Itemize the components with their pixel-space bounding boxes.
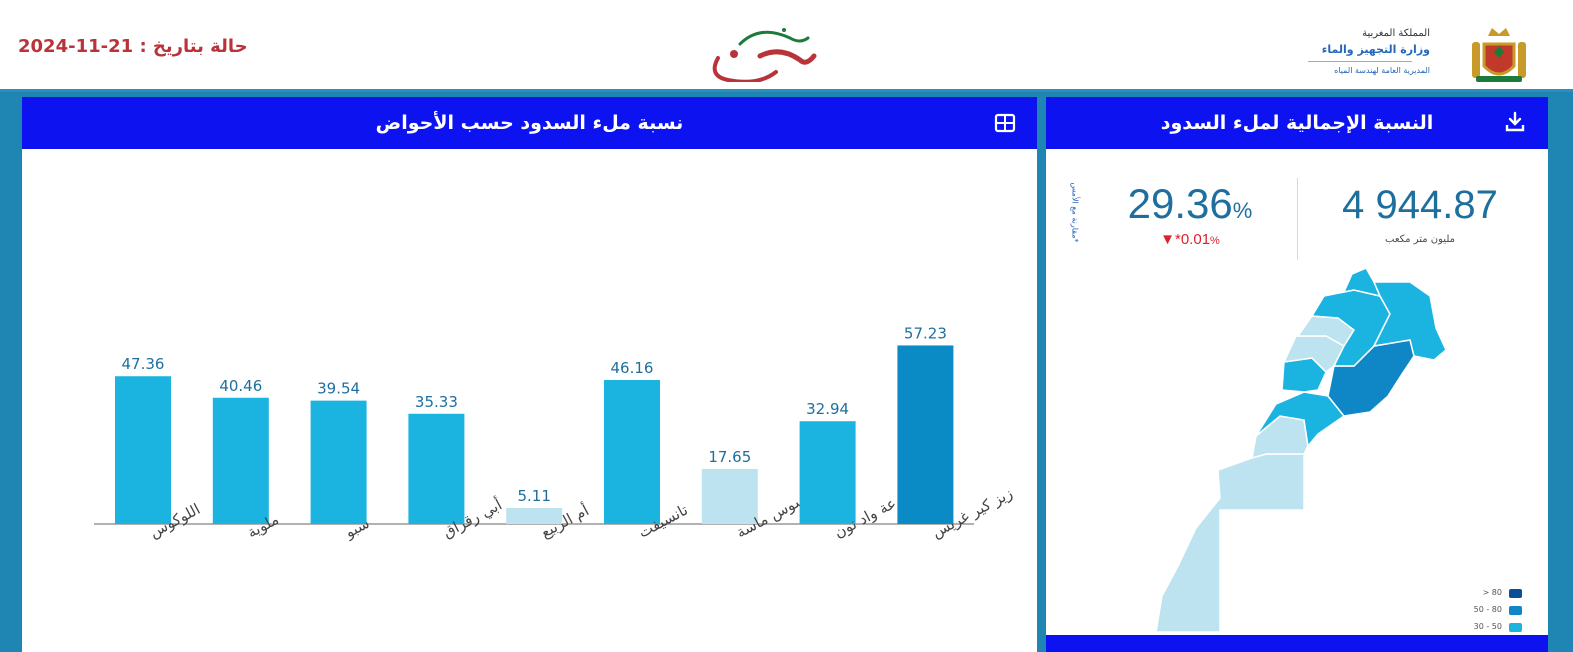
- map-region-souss: [1251, 415, 1309, 460]
- legend-label: 30 - 50: [1473, 622, 1502, 631]
- next-panel-header: [1046, 635, 1548, 652]
- bar-3[interactable]: [408, 413, 465, 524]
- category-label-4: أم الربيع: [537, 500, 592, 541]
- bar-4[interactable]: [506, 508, 563, 524]
- overall-fill-panel-header: النسبة الإجمالية لملء السدود: [1046, 97, 1548, 149]
- legend-row-mid: 50 - 80: [1466, 604, 1526, 621]
- map-legend: > 80 50 - 80 30 - 50: [1466, 587, 1526, 638]
- bar-value-label-6: 17.65: [708, 448, 751, 466]
- legend-row-high: > 80: [1466, 587, 1526, 604]
- fill-rate-kpi: 29.36%: [1110, 180, 1270, 228]
- morocco-basin-map: [1155, 267, 1447, 633]
- bar-8[interactable]: [897, 345, 954, 524]
- bar-value-label-5: 46.16: [611, 359, 654, 377]
- bar-value-label-0: 47.36: [122, 355, 165, 373]
- legend-swatch: [1509, 606, 1522, 615]
- date-label: حالة بتاريخ : 21-11-2024: [18, 36, 248, 57]
- ministry-label: المملكة المغربية وزارة التجهيز والماء ال…: [1290, 28, 1430, 86]
- legend-row-low: 30 - 50: [1466, 621, 1526, 638]
- overall-fill-title: النسبة الإجمالية لملء السدود: [1160, 112, 1434, 134]
- bar-7[interactable]: [799, 421, 856, 524]
- total-volume-unit: مليون متر مكعب: [1385, 234, 1455, 245]
- header-divider: [0, 89, 1573, 92]
- change-value: 0.01: [1180, 231, 1211, 248]
- kingdom-label: المملكة المغربية: [1362, 28, 1430, 39]
- map-region-moulouya: [1372, 281, 1447, 361]
- bar-value-label-3: 35.33: [415, 393, 458, 411]
- table-icon[interactable]: [994, 112, 1016, 134]
- legend-swatch: [1509, 589, 1522, 598]
- download-icon[interactable]: [1504, 111, 1526, 133]
- bar-value-label-2: 39.54: [317, 380, 360, 398]
- basin-fill-panel-header: نسبة ملء السدود حسب الأحواض: [22, 97, 1037, 149]
- directorate-name: المديرية العامة لهندسة المياه: [1334, 66, 1430, 75]
- bar-5[interactable]: [604, 379, 660, 524]
- bar-0[interactable]: [115, 376, 171, 524]
- basin-fill-title: نسبة ملء السدود حسب الأحواض: [375, 112, 684, 134]
- header-bar: حالة بتاريخ : 21-11-2024 المملكة المغربي…: [0, 0, 1573, 92]
- map-region-sahara: [1155, 453, 1305, 633]
- change-unit: %: [1210, 235, 1220, 247]
- bar-6[interactable]: [701, 468, 758, 524]
- change-arrow-icon: ▼*: [1160, 231, 1181, 248]
- bar-value-label-4: 5.11: [517, 487, 550, 505]
- royal-crest-icon: [1472, 28, 1526, 82]
- legend-swatch: [1509, 623, 1522, 632]
- bar-value-label-1: 40.46: [219, 377, 262, 395]
- fill-rate-value: 29.36: [1127, 180, 1233, 227]
- ministry-divider: [1308, 61, 1412, 62]
- kpi-divider: [1297, 178, 1298, 260]
- legend-label: 50 - 80: [1473, 605, 1502, 614]
- total-volume-value: 4 944.87: [1342, 183, 1498, 227]
- brand-logo: [712, 28, 817, 82]
- bar-value-label-8: 57.23: [904, 324, 947, 342]
- legend-label: > 80: [1482, 588, 1502, 597]
- map-region-draa: [1255, 391, 1346, 448]
- bar-value-label-7: 32.94: [806, 400, 849, 418]
- basin-fill-panel: نسبة ملء السدود حسب الأحواض: [22, 97, 1037, 652]
- fill-rate-change: ▼*0.01%: [1130, 231, 1250, 248]
- bar-2[interactable]: [310, 400, 367, 524]
- ministry-name: وزارة التجهيز والماء: [1321, 43, 1430, 56]
- bar-1[interactable]: [212, 397, 269, 524]
- compare-note: *مقارنة مع الأمس: [1070, 182, 1080, 243]
- fill-rate-unit: %: [1232, 198, 1253, 223]
